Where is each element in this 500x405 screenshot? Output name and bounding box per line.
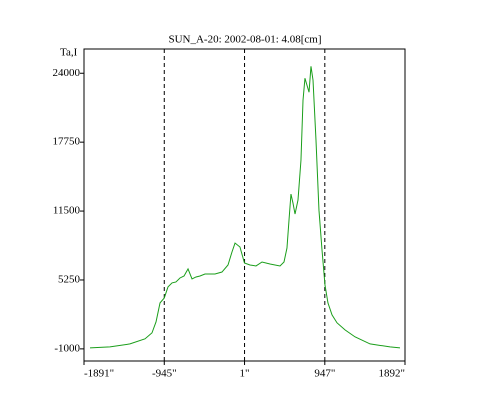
y-tick-label: 17750 <box>53 136 81 148</box>
y-tick-label: -1000 <box>54 342 80 354</box>
y-axis-label: Ta,I <box>60 47 78 59</box>
x-tick-label: -1891" <box>84 368 114 380</box>
y-tick-label: 24000 <box>53 67 81 79</box>
line-series <box>89 66 401 349</box>
x-tick-label: 947" <box>314 368 335 380</box>
chart-title: SUN_A-20: 2002-08-01: 4.08[cm] <box>168 34 321 46</box>
x-tick-label: -945" <box>152 368 177 380</box>
x-tick-label: 1" <box>240 368 250 380</box>
y-tick-label: 5250 <box>58 273 81 285</box>
x-tick-label: 1892" <box>379 368 406 380</box>
y-tick-label: 11500 <box>53 205 81 217</box>
